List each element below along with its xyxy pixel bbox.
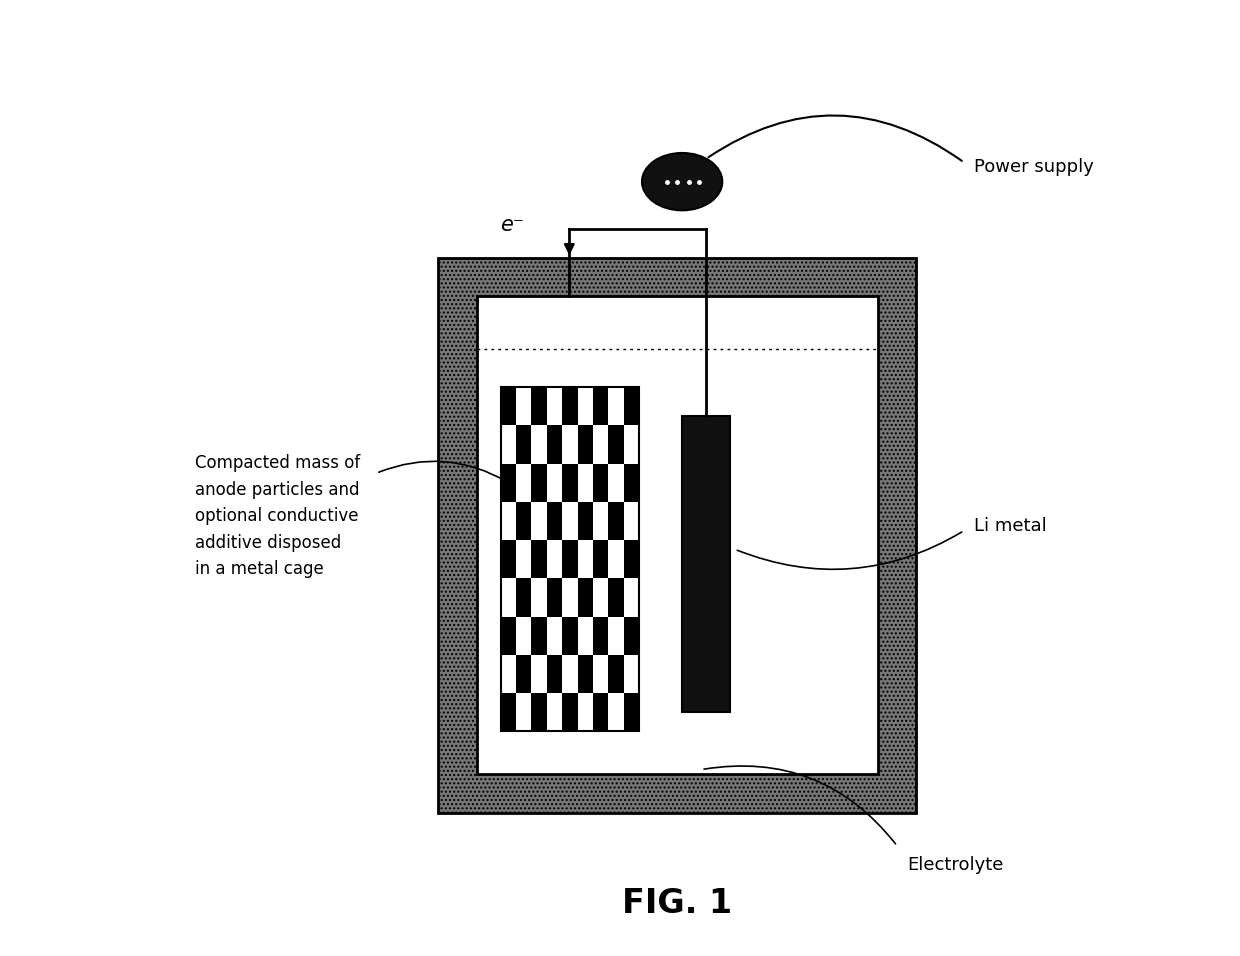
Bar: [516, 502, 531, 540]
Bar: [531, 617, 547, 655]
Bar: [578, 578, 593, 617]
Bar: [578, 655, 593, 693]
Bar: [593, 387, 609, 425]
Bar: [501, 693, 516, 731]
Text: Electrolyte: Electrolyte: [906, 857, 1003, 874]
Bar: [624, 464, 639, 502]
Bar: [562, 540, 578, 578]
Bar: [531, 693, 547, 731]
Text: FIG. 1: FIG. 1: [622, 887, 733, 920]
Bar: [624, 693, 639, 731]
Bar: [547, 655, 562, 693]
Bar: [501, 617, 516, 655]
Bar: [439, 258, 916, 813]
Bar: [562, 693, 578, 731]
Bar: [593, 693, 609, 731]
Bar: [531, 464, 547, 502]
Ellipse shape: [642, 153, 722, 210]
Bar: [609, 502, 624, 540]
Bar: [476, 296, 878, 774]
Bar: [476, 349, 878, 774]
Bar: [547, 578, 562, 617]
Bar: [562, 387, 578, 425]
Text: Li metal: Li metal: [973, 517, 1047, 534]
Text: Compacted mass of
anode particles and
optional conductive
additive disposed
in a: Compacted mass of anode particles and op…: [195, 454, 360, 578]
Bar: [476, 296, 878, 349]
Bar: [624, 617, 639, 655]
Bar: [578, 502, 593, 540]
Bar: [516, 578, 531, 617]
Bar: [609, 425, 624, 464]
Text: Power supply: Power supply: [973, 159, 1094, 176]
Bar: [531, 387, 547, 425]
Bar: [516, 425, 531, 464]
Bar: [624, 540, 639, 578]
Bar: [578, 425, 593, 464]
Bar: [547, 502, 562, 540]
Bar: [562, 617, 578, 655]
Bar: [593, 617, 609, 655]
Bar: [609, 578, 624, 617]
Bar: [547, 425, 562, 464]
Bar: [501, 387, 639, 731]
Bar: [609, 655, 624, 693]
Bar: [516, 655, 531, 693]
Bar: [531, 540, 547, 578]
Bar: [682, 416, 730, 712]
Bar: [593, 540, 609, 578]
Bar: [501, 540, 516, 578]
Bar: [476, 296, 878, 774]
Bar: [562, 464, 578, 502]
Bar: [624, 387, 639, 425]
Bar: [501, 464, 516, 502]
Text: e⁻: e⁻: [501, 215, 525, 234]
Bar: [501, 387, 639, 731]
Bar: [593, 464, 609, 502]
Bar: [501, 387, 516, 425]
